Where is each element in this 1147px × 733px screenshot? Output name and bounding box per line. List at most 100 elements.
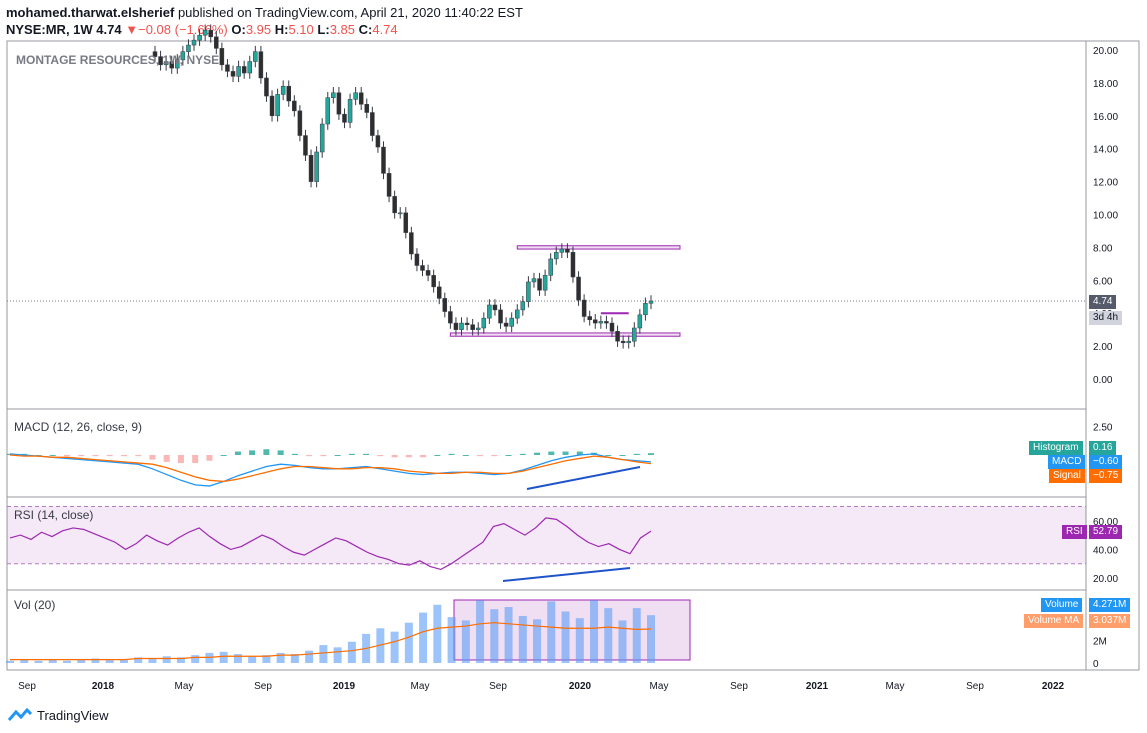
last-price-tag: 4.74 [1089, 295, 1117, 309]
candle [297, 110, 303, 136]
time-tick-label: Sep [18, 681, 36, 692]
rsi-tick-label: 40.00 [1093, 545, 1118, 556]
histogram-bar [78, 455, 85, 457]
candle [286, 85, 292, 102]
volume-bar [419, 612, 428, 663]
macd-label: MACD [1052, 456, 1082, 467]
volume-bar [490, 609, 499, 663]
time-axis[interactable]: Sep 2018 May Sep 2019 May Sep 2020 May Sep 2021 May… [18, 681, 1064, 692]
histogram-bar [491, 455, 498, 457]
publish-date: published on TradingView.com, April 21, … [174, 5, 523, 20]
histogram-bar [192, 455, 199, 464]
candle [598, 321, 604, 324]
price-axes[interactable]: 20.0018.0016.0014.0012.0010.008.006.004.… [1093, 46, 1118, 670]
volume-bar [604, 608, 613, 663]
candle [448, 311, 453, 324]
macd-tick-label: 2.50 [1093, 422, 1113, 433]
candle [364, 104, 370, 113]
macd-trendline [526, 466, 641, 490]
volume-bar [319, 645, 328, 663]
candle [498, 309, 503, 324]
candle [236, 66, 241, 77]
price-tick-label: 10.00 [1093, 211, 1118, 222]
candle [280, 85, 286, 95]
histogram-bar [277, 450, 284, 455]
candle [604, 321, 609, 324]
rsi-trendline [502, 567, 631, 582]
candle [158, 56, 163, 66]
histogram-bar [477, 455, 484, 457]
volume-bar [20, 659, 29, 663]
chart-watermark: MONTAGE RESOURCES, 1W, NYSE [16, 53, 220, 67]
volume-bar [632, 608, 641, 663]
candle [464, 322, 470, 325]
histogram-bar [220, 455, 227, 456]
candle [615, 331, 620, 342]
volume-bar [404, 622, 413, 663]
candle [442, 298, 448, 312]
candle [353, 92, 358, 100]
last-price: 4.74 [96, 22, 122, 37]
price-tick-label: 18.00 [1093, 79, 1118, 90]
histogram-bar [534, 452, 541, 455]
vol-title[interactable]: Vol (20) [14, 598, 56, 612]
volume-badge: Volume [1041, 598, 1083, 612]
vol-tick-label: 2M [1093, 637, 1107, 648]
volume-ma-line [10, 622, 652, 661]
volume-bar [461, 620, 470, 663]
volume-bar [390, 631, 399, 663]
volume-bar [476, 600, 485, 663]
publisher-name[interactable]: mohamed.tharwat.elsherief [6, 5, 175, 20]
candle [576, 276, 581, 301]
volume-ma-label: Volume MA [1028, 615, 1080, 626]
candle [520, 301, 526, 311]
close-value: 4.74 [372, 22, 398, 37]
pane-frames [6, 40, 1140, 671]
candle [180, 51, 186, 61]
candle [247, 61, 252, 74]
histogram-bar [63, 455, 70, 457]
histogram-bar [249, 450, 256, 455]
chart-border [6, 40, 1140, 671]
drawings[interactable] [449, 245, 691, 661]
histogram-bar [177, 455, 184, 464]
close-label: C: [358, 22, 373, 37]
time-tick-label: 2022 [1042, 681, 1065, 692]
rsi-badge: RSI [1062, 525, 1087, 539]
histogram-bar [106, 455, 113, 457]
price-tick-label: 0.00 [1093, 375, 1113, 386]
price-tick-label: 8.00 [1093, 243, 1113, 254]
candle [275, 94, 280, 117]
open-value: 3.95 [245, 22, 272, 37]
macd-value: −0.60 [1089, 455, 1123, 469]
candle [470, 324, 475, 330]
rsi-title[interactable]: RSI (14, close) [14, 508, 94, 522]
volume-bar [148, 658, 157, 663]
candle [481, 317, 487, 329]
histogram-bar [633, 453, 640, 455]
candle [319, 123, 325, 153]
macd-title[interactable]: MACD (12, 26, close, 9) [14, 420, 143, 434]
candle [370, 112, 375, 136]
histogram-bar [405, 455, 412, 458]
candle [375, 135, 381, 148]
histogram-bar [519, 453, 526, 455]
vol-tick-label: 0 [1093, 659, 1099, 670]
candle [397, 212, 403, 215]
price-tick-label: 16.00 [1093, 112, 1118, 123]
low-label: L: [317, 22, 330, 37]
macd-line-signal [9, 454, 652, 483]
histogram-bar [648, 453, 654, 455]
histogram-bar [548, 451, 555, 455]
volume-bar [276, 652, 285, 663]
candle [643, 303, 648, 316]
histogram-bar [562, 451, 569, 455]
candle [214, 36, 219, 49]
candle [358, 92, 364, 105]
signal-label: Signal [1053, 470, 1081, 481]
volume-bar [561, 611, 570, 663]
high-label: H: [274, 22, 289, 37]
candle [386, 173, 392, 197]
tradingview-logo[interactable]: TradingView [8, 705, 109, 725]
